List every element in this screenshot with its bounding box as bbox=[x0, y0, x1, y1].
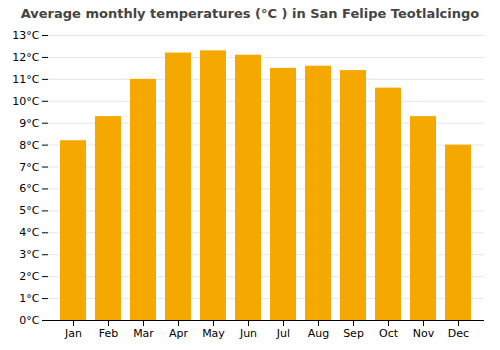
svg-text:8°C: 8°C bbox=[19, 139, 39, 152]
svg-text:Jun: Jun bbox=[239, 327, 257, 340]
svg-text:Oct: Oct bbox=[379, 327, 399, 340]
svg-text:3°C: 3°C bbox=[19, 248, 39, 261]
svg-text:13°C: 13°C bbox=[12, 29, 39, 42]
svg-text:9°C: 9°C bbox=[19, 117, 39, 130]
svg-text:Apr: Apr bbox=[169, 327, 189, 340]
svg-text:6°C: 6°C bbox=[19, 182, 39, 195]
svg-text:Jul: Jul bbox=[276, 327, 290, 340]
svg-text:Feb: Feb bbox=[99, 327, 118, 340]
svg-text:4°C: 4°C bbox=[19, 226, 39, 239]
html-text:Average monthly temperatures (: Average monthly temperatures (°C ) in Sa… bbox=[20, 6, 480, 21]
svg-text:12°C: 12°C bbox=[12, 51, 39, 64]
svg-text:Nov: Nov bbox=[413, 327, 435, 340]
svg-text:May: May bbox=[202, 327, 225, 340]
svg-text:2°C: 2°C bbox=[19, 270, 39, 283]
svg-text:10°C: 10°C bbox=[12, 95, 39, 108]
svg-text:1°C: 1°C bbox=[19, 292, 39, 305]
svg-text:Dec: Dec bbox=[448, 327, 469, 340]
svg-text:Mar: Mar bbox=[133, 327, 154, 340]
svg-text:Jan: Jan bbox=[64, 327, 82, 340]
svg-text:5°C: 5°C bbox=[19, 204, 39, 217]
svg-text:11°C: 11°C bbox=[12, 73, 39, 86]
svg-text:7°C: 7°C bbox=[19, 161, 39, 174]
svg-text:Sep: Sep bbox=[343, 327, 364, 340]
svg-text:0°C: 0°C bbox=[19, 314, 39, 327]
svg-text:Aug: Aug bbox=[308, 327, 329, 340]
